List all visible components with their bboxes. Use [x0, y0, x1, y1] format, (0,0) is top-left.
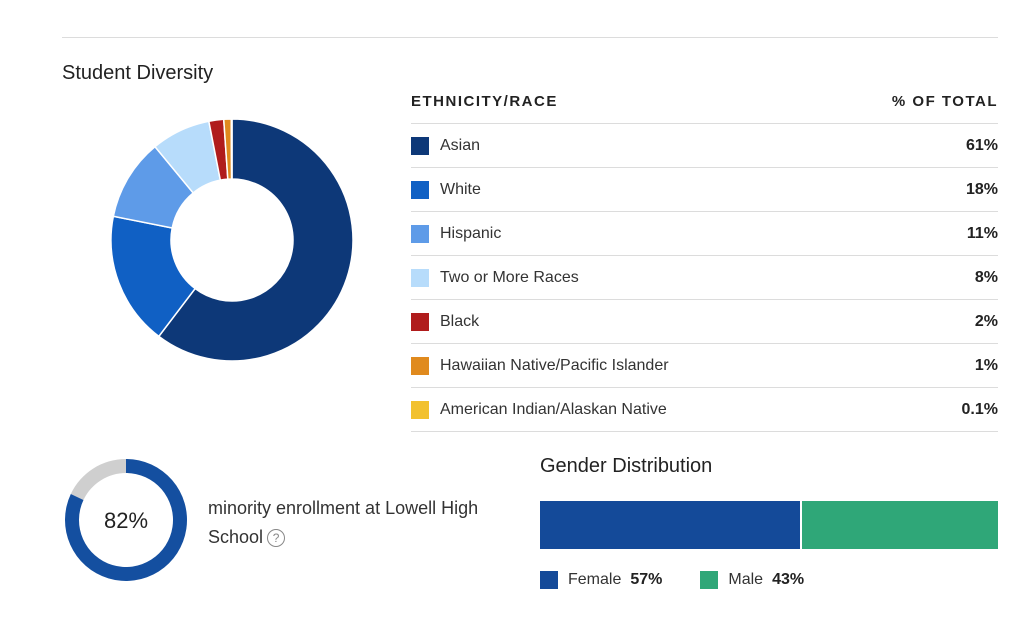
- gender-legend: Female 57% Male 43%: [540, 571, 842, 589]
- ethnicity-row-hawaiian-native-pacific-islander: Hawaiian Native/Pacific Islander 1%: [411, 344, 998, 388]
- legend-swatch: [411, 224, 429, 243]
- legend-swatch: [411, 400, 429, 419]
- ethnicity-percent: 1%: [974, 356, 998, 374]
- minority-description: minority enrollment at Lowell High Schoo…: [208, 494, 518, 552]
- legend-swatch: [540, 571, 558, 589]
- legend-swatch: [700, 571, 719, 589]
- ethnicity-label: Hawaiian Native/Pacific Islander: [440, 356, 669, 374]
- gender-bar-female: [540, 501, 800, 549]
- ethnicity-row-hispanic: Hispanic 11%: [411, 212, 998, 256]
- legend-item-female: Female 57%: [540, 571, 662, 589]
- ethnicity-label: White: [440, 180, 481, 198]
- ethnicity-row-black: Black 2%: [411, 300, 998, 344]
- ring-segment-other: [70, 459, 126, 500]
- top-divider: [62, 37, 998, 38]
- ethnicity-label: Black: [440, 312, 480, 330]
- ethnicity-percent: 61%: [965, 136, 998, 154]
- ethnicity-table: ETHNICITY/RACE % OF TOTAL Asian 61% White 1…: [411, 79, 998, 432]
- legend-value: 43%: [772, 571, 805, 588]
- slice-american-indian-alaskan-native[interactable]: [230, 118, 233, 180]
- ethnicity-label: Asian: [440, 136, 481, 154]
- legend-swatch: [411, 180, 429, 199]
- ethnicity-row-white: White 18%: [411, 168, 998, 212]
- slice-asian[interactable]: [157, 118, 354, 362]
- ethnicity-percent: 2%: [974, 312, 998, 330]
- legend-item-male: Male 43%: [700, 571, 804, 589]
- ethnicity-row-two-or-more-races: Two or More Races 8%: [411, 256, 998, 300]
- ethnicity-label: Hispanic: [440, 224, 502, 242]
- ethnicity-column-header: ETHNICITY/RACE: [411, 92, 558, 110]
- ethnicity-donut-chart: [110, 118, 354, 362]
- ethnicity-label: Two or More Races: [440, 268, 579, 286]
- minority-text: minority enrollment at Lowell High Schoo…: [208, 498, 479, 547]
- ethnicity-row-asian: Asian 61%: [411, 124, 998, 168]
- legend-swatch: [411, 268, 429, 287]
- minority-percent-label: 82%: [104, 508, 148, 533]
- question-circle-icon[interactable]: ?: [267, 529, 286, 548]
- student-diversity-title: Student Diversity: [62, 62, 214, 84]
- ethnicity-percent: 11%: [966, 224, 998, 242]
- minority-enrollment-ring: 82%: [65, 459, 187, 581]
- legend-label: Male: [728, 571, 764, 588]
- gender-bar-male: [799, 501, 998, 549]
- ethnicity-percent: 18%: [965, 180, 998, 198]
- legend-swatch: [411, 312, 429, 331]
- legend-swatch: [411, 136, 429, 155]
- ethnicity-percent: 0.1%: [961, 400, 998, 418]
- ethnicity-row-american-indian-alaskan-native: American Indian/Alaskan Native 0.1%: [411, 388, 998, 432]
- gender-stacked-bar: [540, 501, 998, 549]
- ethnicity-percent: 8%: [974, 268, 998, 286]
- legend-label: Female: [568, 571, 622, 588]
- ethnicity-label: American Indian/Alaskan Native: [440, 400, 667, 418]
- legend-swatch: [411, 356, 429, 375]
- legend-value: 57%: [630, 571, 663, 588]
- percent-column-header: % OF TOTAL: [891, 92, 998, 110]
- gender-distribution-title: Gender Distribution: [540, 455, 713, 477]
- ethnicity-table-header: ETHNICITY/RACE % OF TOTAL: [411, 79, 998, 124]
